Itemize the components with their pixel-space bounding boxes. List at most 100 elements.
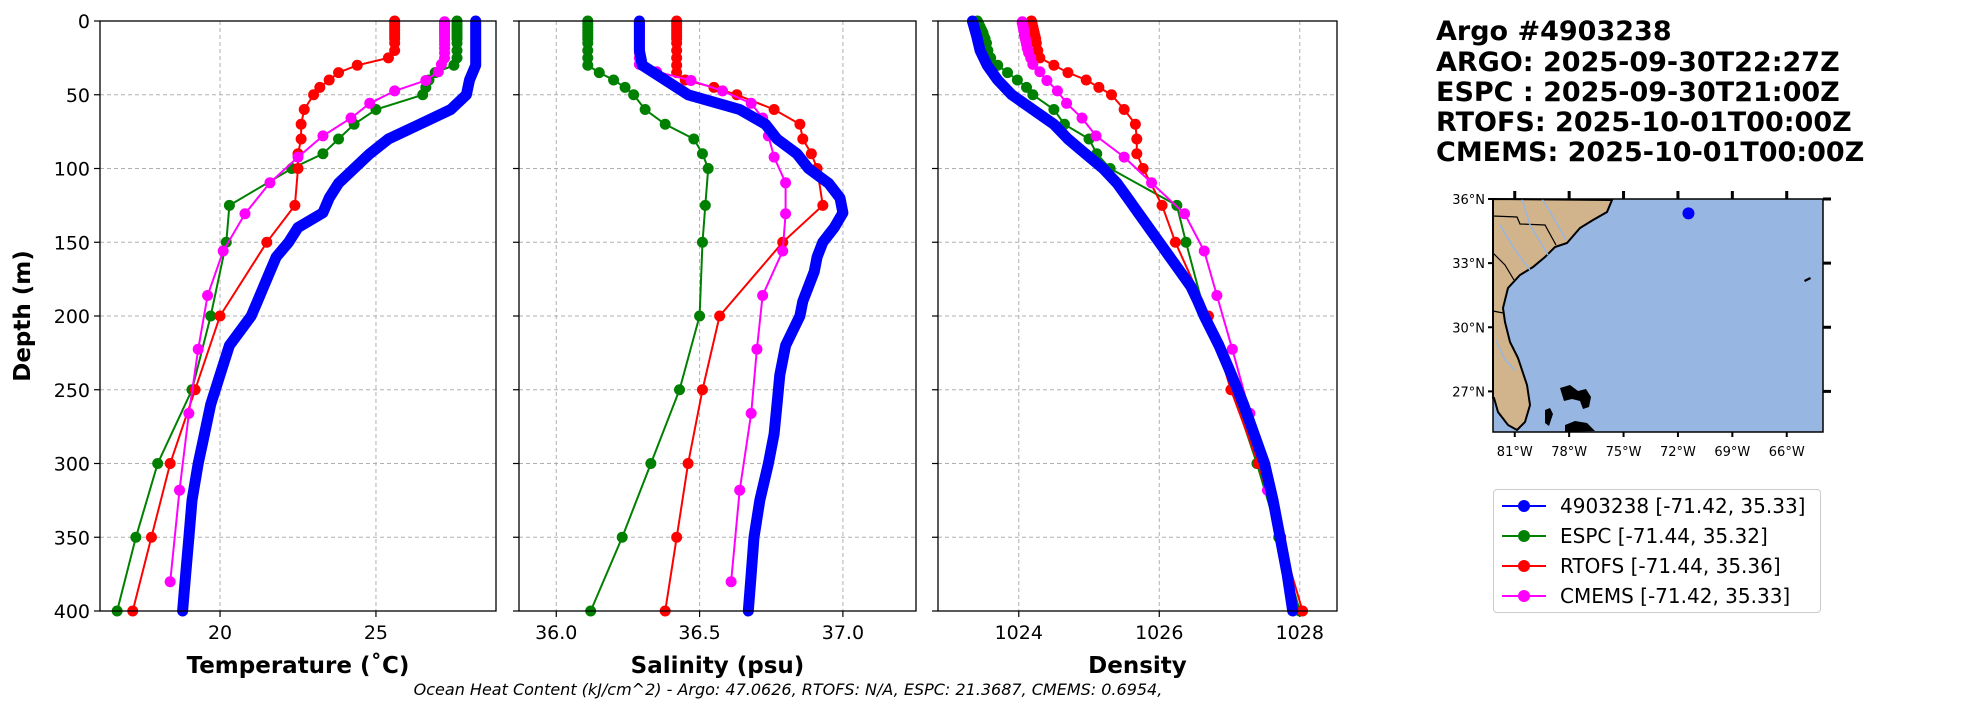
profile-panels: 0 50 100 150 200 250 300 350 400 20 25 Temperature … bbox=[10, 11, 1338, 679]
panel-frame bbox=[99, 20, 497, 612]
data-point-rtofs bbox=[1156, 199, 1168, 211]
data-point-rtofs bbox=[696, 384, 708, 396]
data-point-cmems bbox=[183, 407, 195, 419]
series-4903238 bbox=[177, 15, 482, 617]
panel-salinity-psu: 36.0 36.5 37.0 Salinity (psu) bbox=[513, 15, 917, 679]
data-point-rtofs bbox=[214, 310, 226, 322]
data-point-rtofs bbox=[1131, 133, 1143, 145]
legend-label: 4903238 [-71.42, 35.33] bbox=[1560, 494, 1806, 518]
data-point-espc bbox=[1021, 81, 1033, 93]
data-point-cmems bbox=[174, 484, 186, 496]
map-rivers bbox=[1495, 198, 1567, 371]
data-point-cmems bbox=[1090, 130, 1102, 142]
data-point-rtofs bbox=[682, 458, 694, 469]
data-point-rtofs bbox=[295, 133, 307, 145]
data-point-espc bbox=[1048, 104, 1060, 115]
title-rtofs-time: RTOFS: 2025-10-01T00:00Z bbox=[1436, 107, 1852, 138]
data-point-cmems bbox=[1034, 66, 1046, 78]
data-point-cmems bbox=[217, 245, 229, 257]
title-float-id: Argo #4903238 bbox=[1436, 16, 1672, 47]
legend-label: RTOFS [-71.44, 35.36] bbox=[1560, 554, 1781, 578]
y-tick-label: 50 bbox=[66, 85, 90, 107]
map-bermuda bbox=[1804, 277, 1811, 282]
data-point-espc bbox=[417, 89, 429, 101]
map-lon-label: 78°W bbox=[1551, 445, 1587, 460]
y-tick-label: 350 bbox=[54, 527, 90, 549]
x-axis-label: Salinity (psu) bbox=[631, 653, 805, 679]
y-tick-label: 100 bbox=[54, 159, 90, 181]
data-point-espc bbox=[1180, 236, 1192, 248]
title-argo-time: ARGO: 2025-09-30T22:27Z bbox=[1436, 47, 1840, 78]
data-point-cmems bbox=[420, 74, 432, 86]
map-state-borders bbox=[1492, 215, 1557, 314]
series-line-argo bbox=[633, 15, 849, 617]
y-axis-label: Depth (m) bbox=[10, 250, 36, 382]
legend-swatch-cmems bbox=[1502, 589, 1546, 603]
data-point-rtofs bbox=[292, 163, 304, 174]
map-lon-label: 81°W bbox=[1497, 445, 1533, 460]
title-espc-time: ESPC : 2025-09-30T21:00Z bbox=[1436, 77, 1840, 108]
data-point-cmems bbox=[1226, 343, 1238, 355]
data-point-cmems bbox=[202, 289, 214, 301]
data-point-cmems bbox=[685, 74, 697, 86]
data-point-espc bbox=[702, 163, 714, 174]
legend-item-espc: ESPC [-71.44, 35.32] bbox=[1502, 522, 1768, 550]
data-point-cmems bbox=[264, 177, 276, 189]
series-cmems bbox=[164, 16, 451, 588]
legend-item-rtofs: RTOFS [-71.44, 35.36] bbox=[1502, 552, 1781, 580]
series-cmems bbox=[1016, 16, 1295, 588]
x-tick-label: 25 bbox=[364, 622, 388, 644]
data-point-cmems bbox=[317, 130, 329, 142]
data-point-cmems bbox=[364, 97, 376, 109]
data-point-rtofs bbox=[1034, 52, 1046, 64]
data-point-espc bbox=[694, 310, 706, 322]
data-point-rtofs bbox=[314, 81, 326, 93]
y-tick-label: 300 bbox=[54, 454, 90, 476]
data-point-espc bbox=[152, 458, 164, 469]
data-point-espc bbox=[130, 531, 142, 543]
data-point-espc bbox=[696, 148, 708, 160]
map-frame bbox=[1492, 198, 1824, 433]
data-point-rtofs bbox=[1106, 89, 1118, 101]
map-ticks: 36°N 33°N 30°N 27°N 81°W 78°W 75°W 72°W 69°W 66°W bbox=[1452, 191, 1831, 460]
data-point-cmems bbox=[1061, 97, 1073, 109]
data-point-cmems bbox=[1118, 151, 1130, 163]
map-land-us-coast bbox=[1492, 197, 1614, 432]
data-point-cmems bbox=[777, 245, 789, 257]
data-point-espc bbox=[1027, 89, 1039, 101]
data-point-cmems bbox=[725, 576, 737, 588]
location-map: 36°N 33°N 30°N 27°N 81°W 78°W 75°W 72°W 69°W 66°W bbox=[1452, 191, 1831, 460]
x-tick-label: 36.5 bbox=[678, 622, 720, 644]
panel-temperature-c: 0 50 100 150 200 250 300 350 400 20 25 Temperature … bbox=[10, 11, 497, 679]
data-point-espc bbox=[674, 384, 686, 396]
map-lon-label: 72°W bbox=[1660, 445, 1696, 460]
x-tick-label: 20 bbox=[208, 622, 232, 644]
map-lat-label: 36°N bbox=[1452, 193, 1485, 208]
data-point-cmems bbox=[780, 208, 792, 220]
data-point-espc bbox=[1002, 67, 1014, 79]
data-point-rtofs bbox=[261, 236, 273, 248]
data-point-espc bbox=[448, 59, 460, 71]
data-point-cmems bbox=[734, 484, 746, 496]
data-point-rtofs bbox=[1080, 74, 1092, 86]
data-point-rtofs bbox=[289, 199, 301, 211]
y-tick-label: 250 bbox=[54, 380, 90, 402]
y-tick-label: 200 bbox=[54, 306, 90, 328]
y-tick-label: 0 bbox=[78, 11, 90, 33]
data-point-cmems bbox=[292, 151, 304, 163]
data-point-cmems bbox=[1198, 245, 1210, 257]
x-tick-label: 1026 bbox=[1135, 622, 1183, 644]
x-tick-label: 1024 bbox=[995, 622, 1043, 644]
series-line-argo bbox=[966, 15, 1299, 617]
data-point-espc bbox=[1011, 74, 1023, 86]
data-point-cmems bbox=[1041, 74, 1053, 86]
data-point-rtofs bbox=[145, 531, 157, 543]
title-cmems-time: CMEMS: 2025-10-01T00:00Z bbox=[1436, 137, 1865, 168]
data-point-cmems bbox=[1027, 58, 1039, 70]
map-lat-label: 33°N bbox=[1452, 257, 1485, 272]
data-point-cmems bbox=[757, 289, 769, 301]
map-bahamas bbox=[1545, 385, 1595, 432]
data-point-cmems bbox=[717, 85, 729, 97]
panel-density: 1024 1026 1028 Density bbox=[932, 15, 1338, 679]
y-tick-label: 150 bbox=[54, 232, 90, 254]
